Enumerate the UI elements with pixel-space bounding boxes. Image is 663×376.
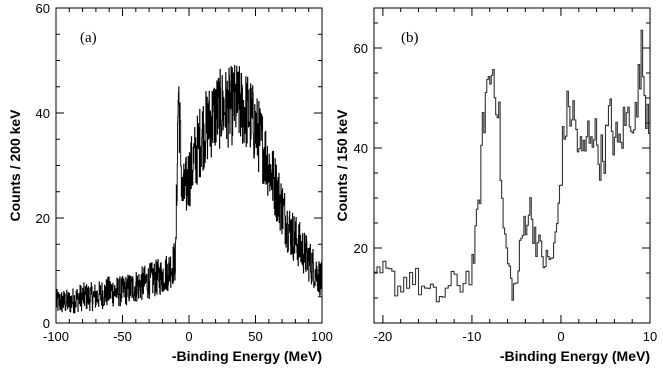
y-axis-title: Counts / 200 keV	[7, 109, 23, 222]
x-tick-label: 0	[557, 329, 564, 344]
y-tick-label: 60	[36, 1, 50, 16]
data-series-line	[56, 65, 322, 313]
x-tick-label: -20	[374, 329, 393, 344]
x-tick-label: 10	[643, 329, 657, 344]
x-axis-title: -Binding Energy (MeV)	[500, 348, 650, 364]
x-tick-label: -100	[43, 329, 69, 344]
x-axis-title: -Binding Energy (MeV)	[172, 348, 322, 364]
data-series-line	[374, 30, 650, 301]
x-tick-label: -50	[113, 329, 132, 344]
y-tick-label: 60	[354, 41, 368, 56]
x-tick-label: -10	[463, 329, 482, 344]
panel-label: (a)	[80, 30, 97, 46]
y-tick-label: 0	[43, 316, 50, 331]
x-tick-label: 50	[248, 329, 262, 344]
y-axis-title: Counts / 150 keV	[334, 109, 350, 222]
y-tick-label: 20	[36, 211, 50, 226]
y-tick-label: 20	[354, 241, 368, 256]
x-tick-label: 0	[185, 329, 192, 344]
x-tick-label: 100	[311, 329, 333, 344]
y-tick-label: 40	[36, 106, 50, 121]
panel-b: -20 -10 0 10 20 40 60 -Binding Energy (MeV) Coun…	[334, 8, 657, 364]
panel-label: (b)	[401, 30, 419, 46]
panel-a: -100 -50 0 50 100 0 20 40 60 -Binding Energy (MeV…	[7, 1, 333, 364]
y-tick-label: 40	[354, 141, 368, 156]
